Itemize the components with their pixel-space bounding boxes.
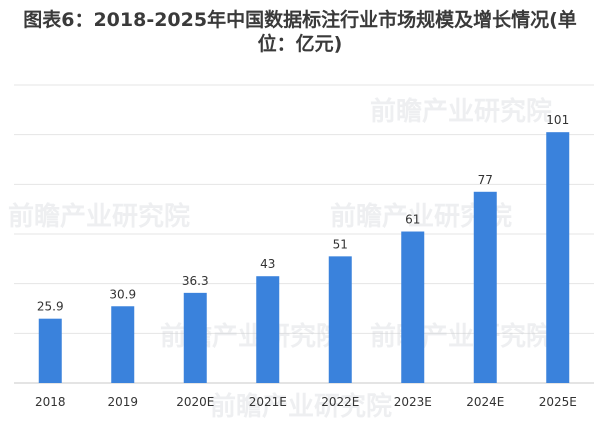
watermark-text: 前瞻产业研究院 (370, 96, 552, 127)
bar (328, 256, 352, 383)
value-label: 43 (260, 257, 275, 271)
x-tick-labels: 2018 2019 2020E 2021E 2022E 2023E 2024E 2025E (35, 395, 577, 409)
bar (546, 132, 570, 383)
value-label: 77 (478, 173, 493, 187)
x-tick-label: 2024E (466, 395, 504, 409)
x-tick-label: 2022E (321, 395, 359, 409)
bar (473, 191, 497, 383)
x-tick-label: 2021E (249, 395, 287, 409)
watermark-text: 前瞻产业研究院 (210, 391, 392, 422)
gridlines (14, 84, 594, 384)
bar (256, 276, 280, 383)
value-label: 101 (546, 113, 569, 127)
value-label: 61 (405, 213, 420, 227)
bar (401, 231, 425, 383)
x-tick-label: 2020E (176, 395, 214, 409)
bar (38, 318, 62, 383)
bars (38, 132, 570, 383)
value-label: 51 (333, 237, 348, 251)
value-label: 30.9 (109, 287, 136, 301)
x-tick-label: 2025E (539, 395, 577, 409)
watermark-text: 前瞻产业研究院 (8, 201, 190, 232)
value-labels: 25.9 30.9 36.3 43 51 61 77 101 (37, 113, 569, 313)
x-tick-label: 2019 (107, 395, 138, 409)
x-tick-label: 2018 (35, 395, 66, 409)
value-label: 25.9 (37, 300, 64, 314)
bar (183, 292, 207, 383)
x-tick-label: 2023E (394, 395, 432, 409)
watermark-text: 前瞻产业研究院 (370, 321, 552, 352)
chart-title: 图表6：2018-2025年中国数据标注行业市场规模及增长情况(单位：亿元) (23, 9, 577, 55)
value-label: 36.3 (182, 274, 209, 288)
bar (111, 306, 135, 383)
